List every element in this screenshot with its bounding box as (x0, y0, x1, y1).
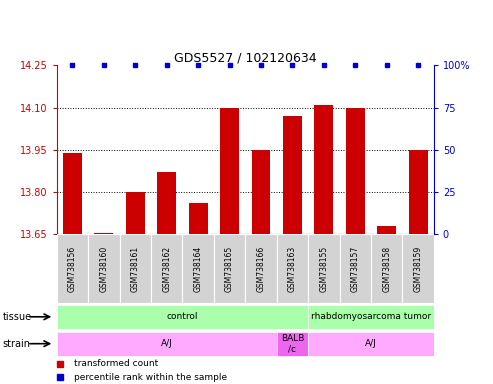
Text: GSM738159: GSM738159 (414, 246, 423, 292)
Bar (88, 234, 119, 303)
Bar (315, 105, 333, 234)
Text: GSM738165: GSM738165 (225, 246, 234, 292)
Bar (283, 116, 302, 234)
Bar (277, 331, 308, 356)
Bar (308, 305, 434, 329)
Bar (126, 192, 145, 234)
Text: GSM738166: GSM738166 (256, 246, 266, 292)
Text: GSM738156: GSM738156 (68, 246, 77, 292)
Text: GSM738160: GSM738160 (99, 246, 108, 292)
Bar (57, 234, 88, 303)
Text: control: control (167, 312, 198, 321)
Bar (308, 234, 340, 303)
Bar (57, 305, 308, 329)
Text: transformed count: transformed count (73, 359, 158, 368)
Bar (277, 234, 308, 303)
Bar (346, 108, 365, 234)
Text: GSM738158: GSM738158 (382, 246, 391, 292)
Bar (371, 234, 402, 303)
Text: A/J: A/J (365, 339, 377, 348)
Bar (189, 203, 208, 234)
Bar (57, 331, 277, 356)
Bar (377, 226, 396, 234)
Bar (308, 331, 434, 356)
Text: GSM738163: GSM738163 (288, 246, 297, 292)
Text: BALB
/c: BALB /c (281, 334, 304, 353)
Text: GSM738161: GSM738161 (131, 246, 140, 292)
Text: strain: strain (2, 339, 31, 349)
Text: rhabdomyosarcoma tumor: rhabdomyosarcoma tumor (311, 312, 431, 321)
Bar (214, 234, 246, 303)
Bar (245, 234, 277, 303)
Bar (157, 172, 176, 234)
Bar (151, 234, 182, 303)
Bar (182, 234, 214, 303)
Bar (119, 234, 151, 303)
Bar (340, 234, 371, 303)
Bar (94, 233, 113, 234)
Bar (409, 150, 427, 234)
Text: GSM738164: GSM738164 (194, 246, 203, 292)
Bar (63, 152, 82, 234)
Text: GSM738162: GSM738162 (162, 246, 171, 292)
Title: GDS5527 / 102120634: GDS5527 / 102120634 (174, 51, 317, 64)
Text: GSM738157: GSM738157 (351, 246, 360, 292)
Text: percentile rank within the sample: percentile rank within the sample (73, 373, 227, 382)
Bar (402, 234, 434, 303)
Bar (251, 150, 270, 234)
Text: tissue: tissue (2, 312, 32, 322)
Text: A/J: A/J (161, 339, 173, 348)
Text: GSM738155: GSM738155 (319, 246, 328, 292)
Bar (220, 108, 239, 234)
